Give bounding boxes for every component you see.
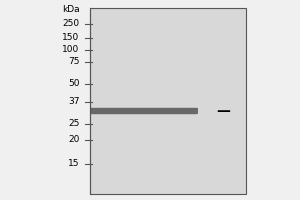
Text: kDa: kDa bbox=[62, 5, 80, 15]
Text: 25: 25 bbox=[68, 119, 80, 129]
Text: 37: 37 bbox=[68, 98, 80, 106]
Text: 250: 250 bbox=[62, 20, 80, 28]
Text: 100: 100 bbox=[62, 46, 80, 54]
Text: 50: 50 bbox=[68, 79, 80, 88]
Text: 75: 75 bbox=[68, 58, 80, 66]
Text: 15: 15 bbox=[68, 160, 80, 168]
Text: —: — bbox=[216, 104, 230, 118]
Bar bbox=[90, 8, 246, 194]
FancyBboxPatch shape bbox=[90, 108, 198, 114]
Text: 20: 20 bbox=[68, 136, 80, 144]
Text: 150: 150 bbox=[62, 33, 80, 43]
